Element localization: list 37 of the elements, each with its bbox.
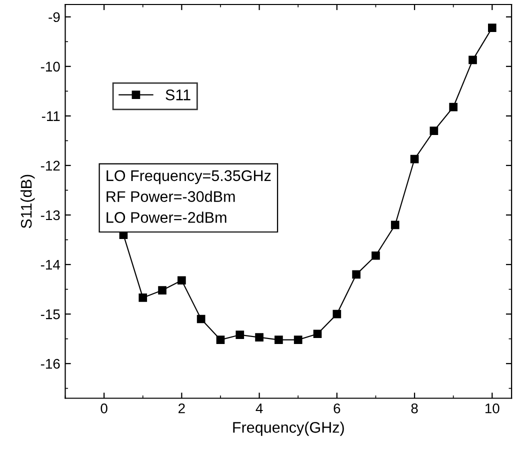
y-tick-label: -11 [42,111,60,121]
point [236,330,244,340]
point [216,336,225,344]
point [390,220,400,230]
x-axis-title: Frequency(GHz) [233,422,344,436]
y-tick-label: -9 [48,12,60,22]
point [430,126,438,135]
point [178,276,186,285]
point [410,154,419,164]
point [468,56,477,64]
point [352,270,360,279]
point [313,330,322,338]
annotation: LO Frequency=5.35GHz RF Power=-30dBm LO Power=-2dBm [106,170,271,223]
y-tick-label: -12 [40,160,60,170]
legend-label: S11 [166,90,190,100]
point [274,336,283,344]
x-tick-label: 2 [178,403,185,414]
x-tick-label: 0 [100,403,108,414]
point [488,24,496,32]
x-tick-label: 10 [485,403,500,414]
y-tick-label: -10 [40,62,60,72]
x-tick-label: 4 [256,404,263,414]
point [372,251,380,260]
point [255,333,264,342]
x-tick-label: 6 [334,403,340,414]
point [294,336,302,344]
point [449,102,458,112]
y-tick-label: -14 [40,260,60,270]
y-tick-label: -13 [40,210,60,220]
point [138,294,148,302]
x-tick-label: 8 [411,403,418,414]
y-tick-label: -16 [40,358,60,369]
y-tick-label: -15 [40,310,60,320]
y-axis-title: S11(dB) [20,174,35,228]
point [332,310,342,318]
point [196,314,206,324]
point [158,286,166,294]
